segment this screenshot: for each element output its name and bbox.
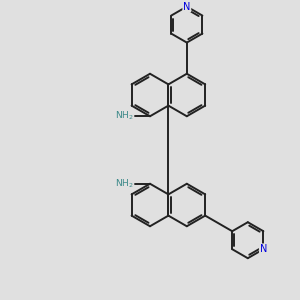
Text: NH$_2$: NH$_2$: [115, 178, 134, 190]
Text: NH$_2$: NH$_2$: [115, 110, 134, 122]
Text: N: N: [183, 2, 190, 12]
Text: N: N: [260, 244, 267, 254]
